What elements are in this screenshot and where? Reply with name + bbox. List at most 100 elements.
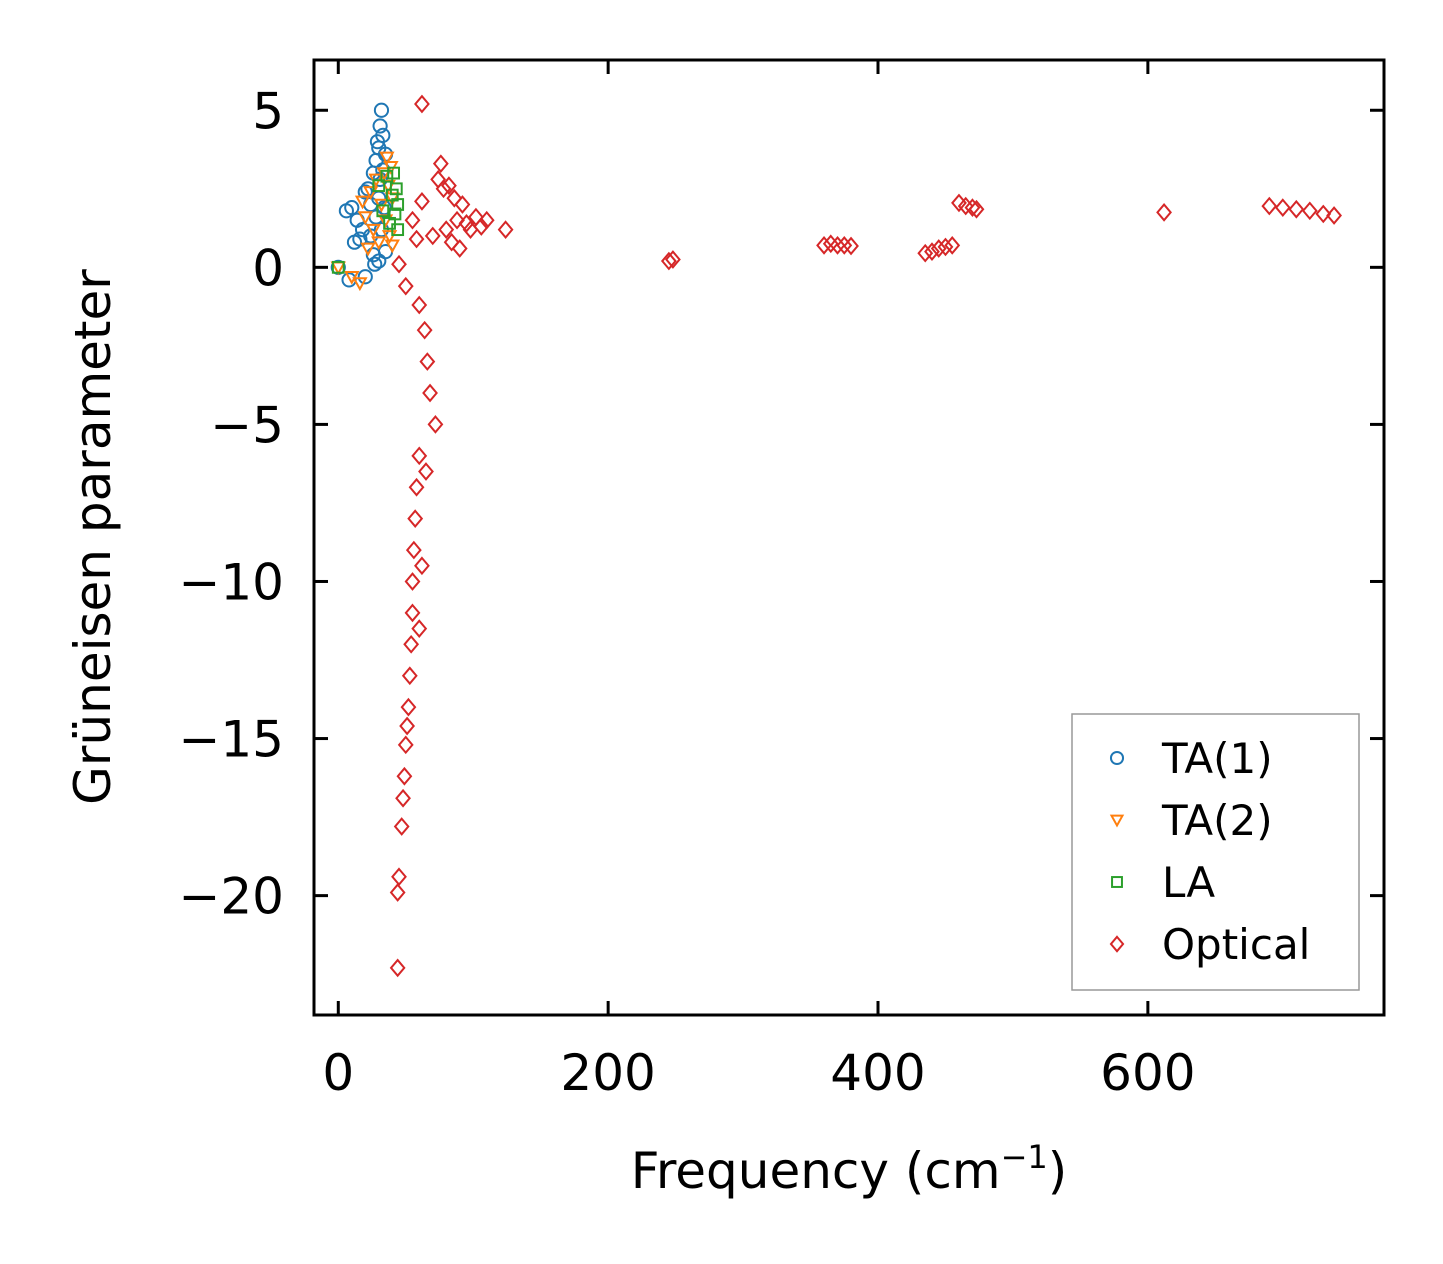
- plot-frame: [312, 58, 1386, 1017]
- data-point: [360, 181, 376, 197]
- data-point: [389, 182, 403, 196]
- legend-entry: TA(2): [1109, 796, 1273, 845]
- data-point: [446, 188, 463, 208]
- data-point: [665, 250, 681, 269]
- data-point: [451, 239, 468, 258]
- data-point: [438, 220, 455, 239]
- legend-items: TA(1) TA(2) LA Optical: [1109, 734, 1310, 969]
- data-point: [443, 232, 460, 252]
- data-point: [449, 210, 465, 230]
- data-point: [1156, 203, 1172, 222]
- data-point: [376, 204, 390, 218]
- data-point: [379, 151, 395, 166]
- legend-label: Optical: [1162, 920, 1310, 969]
- data-point: [371, 236, 387, 251]
- data-point: [407, 509, 424, 528]
- data-point: [917, 243, 934, 263]
- x-axis-label: Frequency (cm−1): [631, 1138, 1068, 1200]
- data-point: [391, 198, 405, 211]
- data-point: [454, 195, 471, 214]
- data-point: [411, 619, 428, 638]
- data-point: [397, 276, 414, 296]
- data-point: [393, 817, 410, 836]
- data-point: [414, 192, 430, 211]
- y-tick-label: −10: [178, 553, 284, 611]
- data-point: [389, 958, 406, 978]
- legend-entry: LA: [1111, 858, 1215, 907]
- data-point: [441, 176, 457, 196]
- data-points: [330, 94, 1342, 978]
- data-point: [352, 231, 368, 247]
- data-point: [372, 179, 386, 193]
- data-point: [404, 572, 421, 591]
- data-point: [1301, 201, 1318, 221]
- data-point: [843, 236, 859, 256]
- data-point: [944, 235, 961, 255]
- data-point: [384, 239, 400, 254]
- data-point: [401, 666, 418, 686]
- x-tick-label: 200: [560, 1044, 655, 1102]
- legend-label: TA(2): [1161, 796, 1273, 845]
- data-point: [924, 242, 940, 261]
- x-tick-label: 0: [322, 1044, 354, 1102]
- legend-marker: [1111, 876, 1123, 888]
- data-point: [422, 383, 438, 403]
- data-point: [478, 210, 495, 230]
- data-point: [432, 154, 449, 174]
- data-point: [391, 867, 407, 887]
- legend-marker: [1109, 935, 1125, 953]
- data-point: [381, 230, 398, 244]
- data-point: [411, 446, 428, 466]
- data-point: [357, 269, 373, 285]
- data-point: [660, 251, 677, 271]
- data-point: [403, 634, 420, 654]
- y-tick-label: −15: [178, 711, 284, 769]
- data-point: [357, 211, 373, 226]
- data-point: [1288, 199, 1305, 219]
- data-point: [354, 195, 371, 210]
- data-point: [404, 210, 421, 230]
- legend-label: LA: [1162, 858, 1215, 907]
- data-point: [836, 235, 853, 255]
- data-point: [1315, 204, 1332, 224]
- data-point: [829, 235, 846, 255]
- axis-ticks: 0 200 400 600 5 0 −5 −10 −15 −20: [178, 60, 1384, 1102]
- data-point: [396, 766, 413, 786]
- legend-marker: [1109, 750, 1125, 766]
- data-point: [373, 102, 390, 118]
- data-point: [408, 477, 425, 497]
- legend-marker: [1109, 814, 1125, 828]
- data-point: [360, 242, 376, 257]
- data-point: [387, 166, 401, 180]
- data-point: [404, 603, 421, 623]
- data-point: [397, 735, 414, 755]
- data-point: [968, 199, 985, 219]
- data-point: [964, 198, 981, 217]
- data-point: [400, 697, 417, 717]
- y-axis-label: Grüneisen parameter: [64, 269, 122, 805]
- y-tick-label: 0: [252, 239, 284, 297]
- data-point: [375, 127, 391, 143]
- legend-label: TA(1): [1161, 734, 1273, 783]
- x-tick-label: 400: [830, 1044, 925, 1102]
- data-point: [414, 556, 430, 576]
- legend: TA(1) TA(2) LA Optical: [1071, 713, 1360, 991]
- data-point: [388, 207, 402, 221]
- legend-entry: Optical: [1109, 920, 1310, 969]
- data-point: [399, 716, 416, 736]
- legend-entry: TA(1): [1109, 734, 1273, 783]
- data-point: [816, 235, 832, 255]
- data-point: [1261, 196, 1278, 216]
- data-point: [473, 217, 490, 236]
- data-point: [395, 788, 411, 808]
- data-point: [357, 184, 373, 200]
- legend-box: [1071, 713, 1360, 991]
- data-point: [930, 239, 947, 258]
- data-point: [365, 223, 382, 238]
- data-point: [380, 169, 394, 183]
- data-point: [344, 200, 360, 216]
- y-tick-label: −20: [178, 868, 284, 926]
- data-point: [372, 118, 388, 134]
